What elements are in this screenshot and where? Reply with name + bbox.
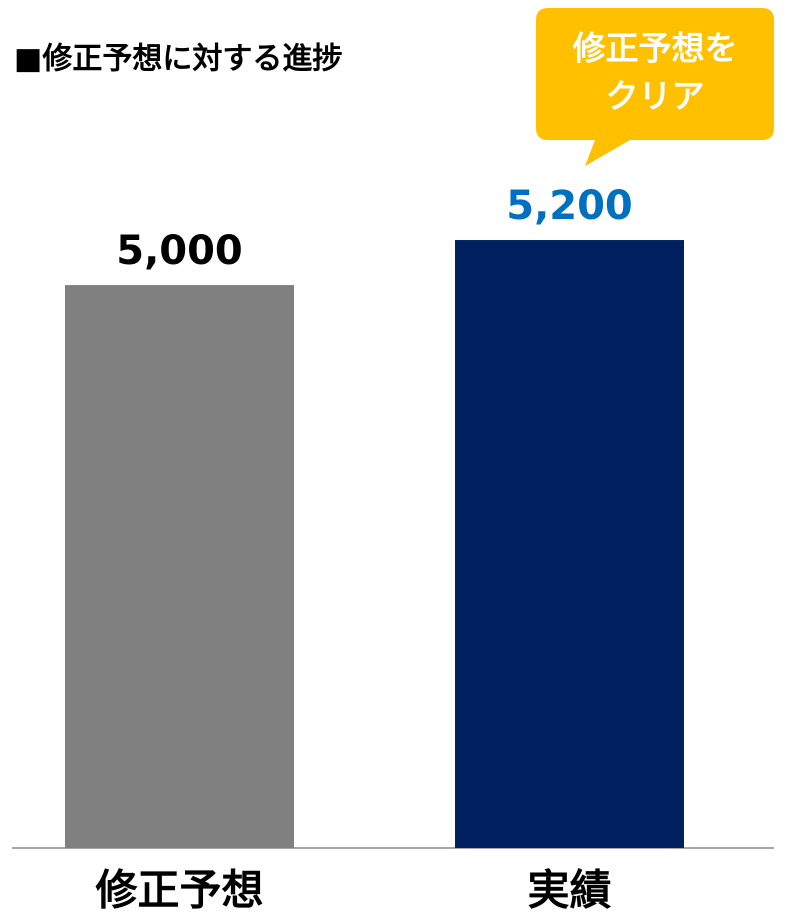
value-label: 5,200 (506, 183, 633, 229)
bar (455, 240, 684, 848)
x-tick-label: 修正予想 (95, 866, 263, 915)
value-label: 5,000 (116, 228, 243, 274)
callout-text: クリア (606, 77, 705, 116)
chart-title: ■修正予想に対する進捗 (14, 42, 342, 77)
x-tick-label: 実績 (527, 866, 611, 915)
bar (65, 285, 294, 848)
callout-text: 修正予想を (572, 29, 738, 68)
callout-bubble (536, 8, 774, 166)
